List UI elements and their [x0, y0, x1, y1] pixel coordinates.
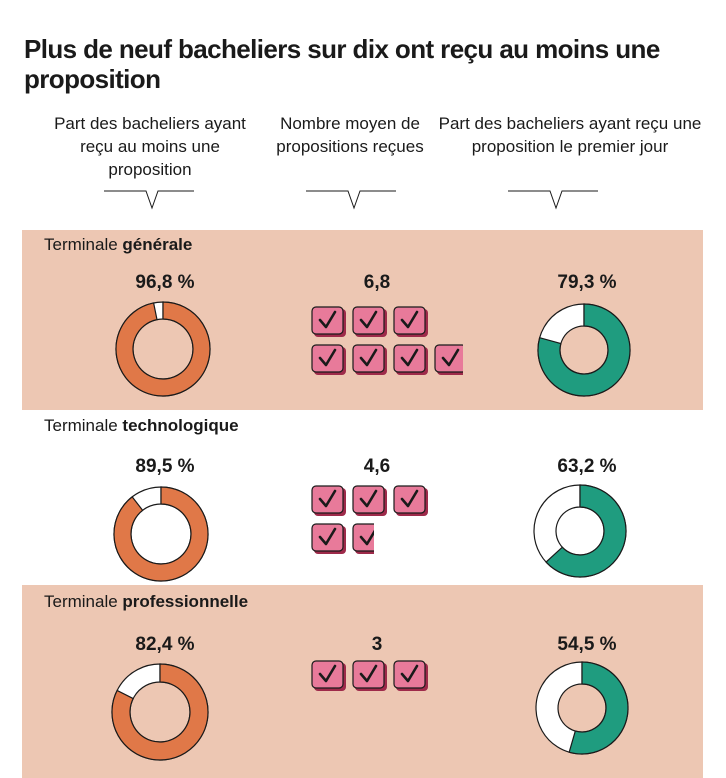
value-first-technologique: 63,2 %: [557, 456, 617, 477]
checkbox-3: [393, 306, 429, 338]
donut-any-professionnelle-segment: [111, 663, 209, 761]
checkbox-2: [352, 306, 388, 338]
checkbox-2: [352, 485, 388, 517]
donut-any-generale-segment: [115, 301, 211, 397]
chart-title: Plus de neuf bacheliers sur dix ont reçu…: [24, 34, 660, 94]
checkbox-1: [311, 485, 347, 517]
donut-first-generale: [537, 303, 631, 397]
donut-first-technologique: [533, 484, 627, 578]
donut-first-professionnelle-segment: [568, 661, 629, 755]
checkbox-7: [434, 344, 463, 376]
row-label-professionnelle: Terminale professionnelle: [44, 592, 249, 611]
value-avg-generale: 6,8: [363, 272, 391, 293]
checkbox-3: [393, 660, 429, 692]
donut-first-generale-segment: [537, 303, 631, 397]
value-avg-technologique: 4,6: [363, 456, 391, 477]
donut-any-professionnelle: [111, 663, 209, 761]
value-first-generale: 79,3 %: [557, 272, 617, 293]
value-any-professionnelle: 82,4 %: [135, 634, 195, 655]
checkbox-4: [311, 523, 347, 555]
hook-2: [306, 190, 396, 210]
donut-first-technologique-segment: [545, 484, 627, 578]
column-header-any-proposal: Part des bacheliers ayant reçu au moins …: [54, 114, 246, 179]
hook-1: [104, 190, 194, 210]
checkbox-2: [352, 660, 388, 692]
value-any-technologique: 89,5 %: [135, 456, 195, 477]
hook-3: [508, 190, 598, 210]
row-label-generale: Terminale générale: [44, 235, 193, 254]
checkbox-4: [311, 344, 347, 376]
checkbox-1: [311, 660, 347, 692]
column-header-first-day: Part des bacheliers ayant reçu une propo…: [438, 114, 702, 156]
checkbox-5: [352, 344, 388, 376]
checkbox-1: [311, 306, 347, 338]
checkbox-5: [352, 523, 374, 555]
donut-any-technologique: [113, 486, 209, 582]
donut-first-professionnelle: [535, 661, 629, 755]
donut-any-technologique-segment: [113, 486, 209, 582]
checkbox-6: [393, 344, 429, 376]
value-any-generale: 96,8 %: [135, 272, 195, 293]
donut-any-generale: [115, 301, 211, 397]
value-avg-professionnelle: 3: [371, 634, 383, 655]
row-label-technologique: Terminale technologique: [44, 416, 239, 435]
column-header-avg-proposals: Nombre moyen de propositions reçues: [276, 114, 424, 156]
checkbox-3: [393, 485, 429, 517]
value-first-professionnelle: 54,5 %: [557, 634, 617, 655]
